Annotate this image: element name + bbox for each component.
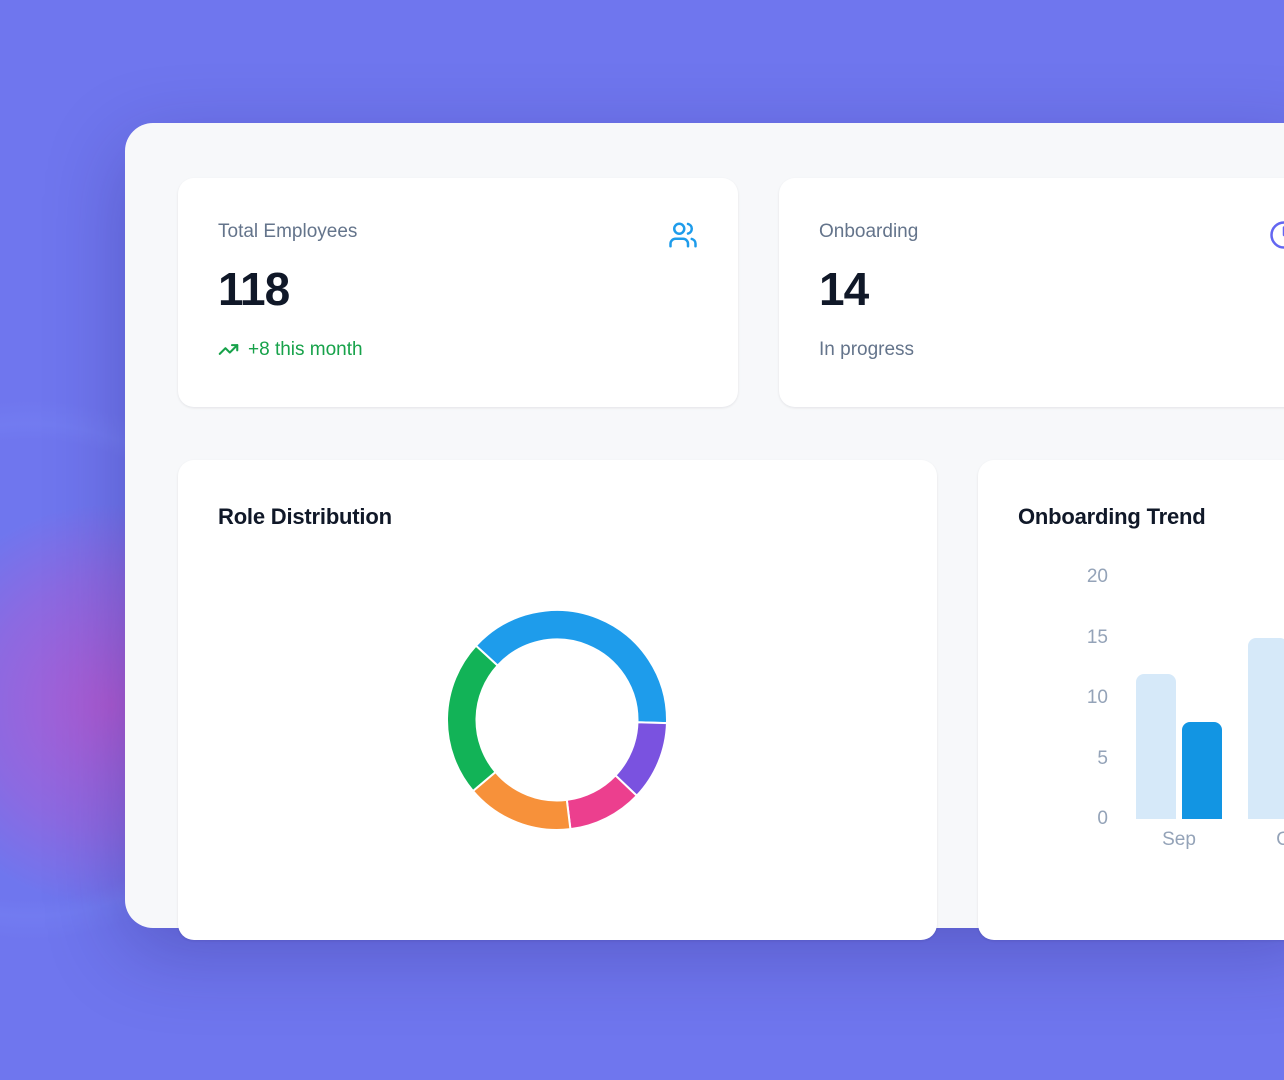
chart-title: Role Distribution [218,504,392,530]
y-axis-tick: 15 [1068,627,1108,649]
x-axis-label: Oct [1261,829,1284,851]
y-axis-tick: 20 [1068,566,1108,588]
bar-oct-light[interactable] [1248,638,1284,820]
role-distribution-donut [445,608,669,832]
trending-up-icon [218,339,239,360]
donut-segment-green[interactable] [447,646,498,791]
clock-icon [1269,220,1284,250]
bar-sep-dark[interactable] [1182,722,1222,819]
stat-value: 14 [819,266,1284,312]
donut-segment-blue[interactable] [476,610,667,723]
stat-subtitle: In progress [819,339,1284,361]
x-axis-label: Sep [1149,829,1209,851]
stat-card-content: Total Employees 118 +8 this month [178,178,738,407]
y-axis-tick: 0 [1068,808,1108,830]
users-icon [668,220,698,250]
onboarding-trend-card: Onboarding Trend 05101520SepOct [978,460,1284,940]
stat-card-content: Onboarding 14 In progress [779,178,1284,407]
stat-card-total-employees: Total Employees 118 +8 this month [178,178,738,407]
stat-card-onboarding: Onboarding 14 In progress [779,178,1284,407]
dashboard-panel: Total Employees 118 +8 this month [125,123,1284,928]
dashboard-screen: { "theme": { "background_color": "#6f76e… [0,0,1284,888]
bar-sep-light[interactable] [1136,674,1176,819]
y-axis-tick: 10 [1068,687,1108,709]
donut-segment-orange[interactable] [473,772,570,830]
stat-label: Total Employees [218,220,698,244]
stat-label: Onboarding [819,220,1284,244]
stat-trend: +8 this month [218,339,698,361]
stat-trend-text: +8 this month [248,339,363,361]
onboarding-trend-plot: 0 5 10 15 20 Sep Oct [978,460,1284,940]
role-distribution-card: Role Distribution [178,460,937,940]
y-axis-tick: 5 [1068,748,1108,770]
stat-value: 118 [218,266,698,312]
